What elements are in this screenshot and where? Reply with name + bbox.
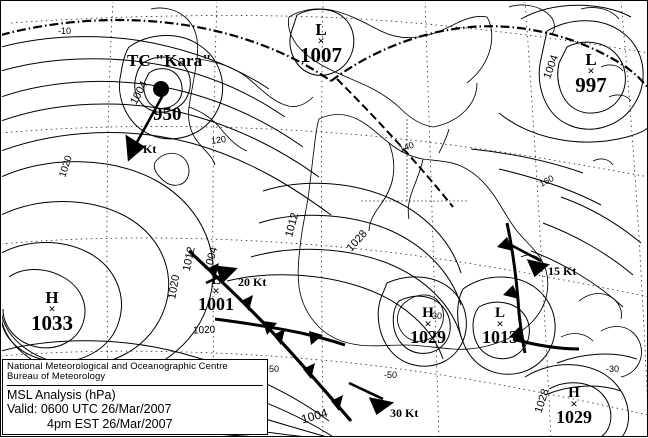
grid-label-lon: 120: [210, 134, 227, 146]
high-symbol: H: [568, 385, 580, 401]
pressure-value: 997: [575, 73, 607, 97]
motion-arrow-front: [348, 381, 395, 415]
centre-cross: ✕: [317, 36, 325, 46]
motion-label-east: 15 Kt: [548, 264, 577, 278]
motion-arrow-low1001: [205, 265, 238, 285]
tc-name-label: TC "Kara": [127, 51, 212, 70]
low-symbol: L: [585, 50, 597, 69]
high-symbol: H: [422, 305, 434, 321]
low-symbol: L: [210, 272, 221, 288]
centre-cross: ✕: [496, 319, 504, 329]
tc-pressure-value: 950: [153, 104, 182, 125]
graticule: [2, 15, 648, 416]
low-symbol: L: [494, 305, 505, 321]
valid-time-local: 4pm EST 26/Mar/2007: [47, 416, 173, 431]
pressure-centre-high-1029-se: H ✕ 1029: [543, 385, 605, 427]
valid-time-utc: Valid: 0600 UTC 26/Mar/2007: [7, 402, 172, 416]
pressure-value: 1007: [300, 43, 342, 67]
pressure-centre-low-997: L ✕ 997: [558, 51, 624, 96]
caption-divider: [7, 384, 263, 386]
tc-symbol: [153, 81, 169, 97]
trough-lines: [2, 18, 648, 90]
agency-line-1: National Meteorological and Oceanographi…: [7, 360, 228, 372]
centre-cross: ✕: [212, 286, 220, 296]
cold-front-central-pips: [263, 321, 323, 345]
analysis-title: MSL Analysis (hPa): [7, 387, 116, 402]
pressure-value: 1001: [198, 294, 234, 314]
motion-label-low1001: 20 Kt: [238, 275, 267, 289]
centre-cross: ✕: [570, 399, 578, 409]
pressure-centre-low-1007: L ✕ 1007: [286, 21, 356, 66]
pressure-value: 1013: [482, 327, 518, 347]
pressure-centre-low-1001: L ✕ 1001: [184, 272, 248, 314]
motion-arrow-kara: [125, 94, 165, 162]
trough-line-secondary: [336, 78, 454, 208]
grid-label-lat: -50: [266, 364, 280, 374]
motion-arrow-east: [510, 243, 550, 278]
centre-cross: ✕: [587, 66, 595, 76]
high-symbol: H: [45, 288, 59, 307]
motion-label-kara: 5 Kt: [134, 142, 157, 156]
isobars: [2, 4, 648, 437]
caption-box: National Meteorological and Oceanographi…: [2, 358, 268, 435]
pressure-value: 1029: [410, 327, 446, 347]
agency-line-2: Bureau of Meteorology: [7, 371, 106, 382]
pressure-centre-high-1033: H ✕ 1033: [17, 289, 87, 334]
front-tasman: [512, 337, 580, 351]
pressure-centre-low-1013: L ✕ 1013: [469, 305, 531, 347]
cold-front-east-pips: [497, 237, 525, 341]
grid-label-lat: -30: [606, 364, 620, 374]
pressure-centre-high-1029: H ✕ 1029: [397, 305, 459, 347]
centre-cross: ✕: [424, 319, 432, 329]
pressure-value: 1033: [31, 311, 73, 335]
low-symbol: L: [315, 20, 327, 39]
grid-label-lat: -30: [429, 311, 443, 321]
pressure-value: 1029: [556, 407, 592, 427]
grid-label-lat: -10: [58, 26, 72, 36]
grid-label-lat: -50: [384, 370, 398, 380]
cold-front-central: [214, 317, 346, 347]
centre-cross: ✕: [48, 304, 56, 314]
motion-label-front: 30 Kt: [390, 406, 419, 420]
isobar-label: 1020: [192, 324, 216, 337]
